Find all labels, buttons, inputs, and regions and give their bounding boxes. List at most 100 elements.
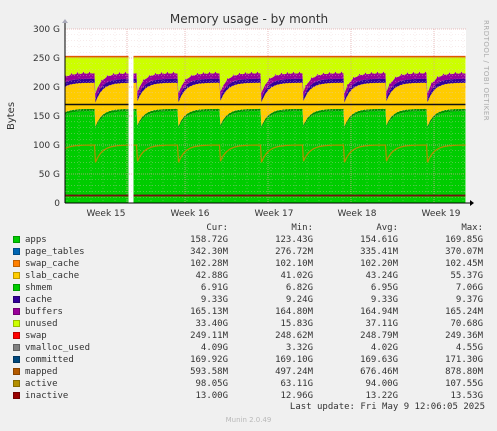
legend-row-vmalloc-used: vmalloc_used 4.09G 3.32G 4.02G 4.55G	[8, 342, 493, 354]
legend-min: 3.32G	[285, 343, 313, 353]
legend-min: 169.10G	[275, 355, 313, 365]
y-tick-label: 100 G	[33, 141, 60, 151]
legend-cur: 98.05G	[195, 379, 228, 389]
legend-name: swap	[25, 331, 47, 341]
x-tick-label: Week 16	[171, 209, 210, 219]
legend-cur: 6.91G	[200, 283, 228, 293]
area-layers	[65, 29, 466, 203]
legend-row-swap: swap 249.11M 248.62M 248.79M 249.36M	[8, 330, 493, 342]
legend-name: unused	[25, 319, 58, 329]
cache-area-1	[133, 71, 466, 99]
legend-avg: 37.11G	[365, 319, 398, 329]
legend-row-inactive: inactive 13.00G 12.96G 13.22G 13.53G	[8, 390, 493, 402]
legend-swatch	[13, 308, 20, 315]
legend-row-mapped: mapped 593.58M 497.24M 676.46M 878.80M	[8, 366, 493, 378]
legend-max: 249.36M	[445, 331, 483, 341]
grid-lines	[65, 28, 466, 204]
legend-swatch	[13, 332, 20, 339]
last-update: Last update: Fri May 9 12:06:05 2025	[289, 402, 485, 412]
legend-name: committed	[25, 355, 74, 365]
x-tick-label: Week 19	[422, 209, 461, 219]
axes	[62, 19, 474, 206]
legend-swatch	[13, 368, 20, 375]
x-axis-arrow	[470, 200, 474, 206]
legend-row-unused: unused 33.40G 15.83G 37.11G 70.68G	[8, 318, 493, 330]
legend-min: 15.83G	[280, 319, 313, 329]
legend-header: Cur: Min: Avg: Max:	[8, 222, 493, 234]
legend-cur: 42.88G	[195, 271, 228, 281]
legend-col-max: Max:	[461, 223, 483, 233]
x-tick-label: Week 17	[255, 209, 294, 219]
legend-avg: 4.02G	[370, 343, 398, 353]
legend-swatch	[13, 272, 20, 279]
line-series	[65, 55, 466, 197]
legend-avg: 248.79M	[360, 331, 398, 341]
legend-cur: 165.13M	[190, 307, 228, 317]
legend-avg: 13.22G	[365, 391, 398, 401]
legend-avg: 335.41M	[360, 247, 398, 257]
legend-min: 63.11G	[280, 379, 313, 389]
legend-name: buffers	[25, 307, 63, 317]
legend-avg: 43.24G	[365, 271, 398, 281]
legend-max: 107.55G	[445, 379, 483, 389]
unused-area-0	[65, 56, 129, 94]
y-tick-label: 250 G	[33, 54, 60, 64]
legend-min: 12.96G	[280, 391, 313, 401]
legend-cur: 342.30M	[190, 247, 228, 257]
legend-swatch	[13, 260, 20, 267]
legend-col-avg: Avg:	[376, 223, 398, 233]
legend-row-page-tables: page_tables 342.30M 276.72M 335.41M 370.07M	[8, 246, 493, 258]
shmem-area-1	[133, 78, 466, 103]
munin-version: Munin 2.0.49	[225, 416, 272, 424]
legend-max: 4.55G	[455, 343, 483, 353]
legend-name: mapped	[25, 367, 58, 377]
legend-min: 164.80M	[275, 307, 313, 317]
legend-name: shmem	[25, 283, 53, 293]
legend-swatch	[13, 284, 20, 291]
legend-row-apps: apps 158.72G 123.43G 154.61G 169.85G	[8, 234, 493, 246]
legend-min: 9.24G	[285, 295, 313, 305]
y-axis-arrow	[62, 19, 68, 23]
legend-swatch	[13, 344, 20, 351]
legend-swatch	[13, 320, 20, 327]
legend-cur: 9.33G	[200, 295, 228, 305]
y-tick-label: 50 G	[39, 170, 60, 180]
legend-name: cache	[25, 295, 53, 305]
legend-row-active: active 98.05G 63.11G 94.00G 107.55G	[8, 378, 493, 390]
legend-avg: 676.46M	[360, 367, 398, 377]
legend-col-min: Min:	[291, 223, 313, 233]
legend-swatch	[13, 392, 20, 399]
legend-swatch	[13, 296, 20, 303]
x-tick-label: Week 15	[87, 209, 126, 219]
cache-area-0	[65, 71, 129, 99]
legend-min: 6.82G	[285, 283, 313, 293]
legend: Cur: Min: Avg: Max: apps 158.72G 123.43G 15…	[8, 222, 493, 402]
legend-row-shmem: shmem 6.91G 6.82G 6.95G 7.06G	[8, 282, 493, 294]
legend-name: inactive	[25, 391, 69, 401]
legend-max: 9.37G	[455, 295, 483, 305]
legend-cur: 249.11M	[190, 331, 228, 341]
y-tick-label: 200 G	[33, 83, 60, 93]
legend-min: 123.43G	[275, 235, 313, 245]
legend-name: active	[25, 379, 58, 389]
apps-area-0	[65, 110, 129, 203]
legend-min: 248.62M	[275, 331, 313, 341]
y-tick-label: 0	[54, 199, 60, 209]
unused-area-1	[133, 56, 466, 94]
legend-avg: 164.94M	[360, 307, 398, 317]
legend-cur: 33.40G	[195, 319, 228, 329]
legend-max: 171.30G	[445, 355, 483, 365]
legend-max: 165.24M	[445, 307, 483, 317]
legend-name: page_tables	[25, 247, 85, 257]
legend-min: 276.72M	[275, 247, 313, 257]
legend-avg: 6.95G	[370, 283, 398, 293]
active-line-1	[133, 144, 466, 163]
y-tick-label: 300 G	[33, 25, 60, 35]
shmem-area-0	[65, 78, 129, 103]
legend-name: apps	[25, 235, 47, 245]
rrdtool-credit: RRDTOOL / TOBI OETIKER	[482, 20, 490, 121]
legend-avg: 9.33G	[370, 295, 398, 305]
legend-cur: 4.09G	[200, 343, 228, 353]
legend-name: swap_cache	[25, 259, 80, 269]
y-axis-label: Bytes	[6, 102, 17, 130]
